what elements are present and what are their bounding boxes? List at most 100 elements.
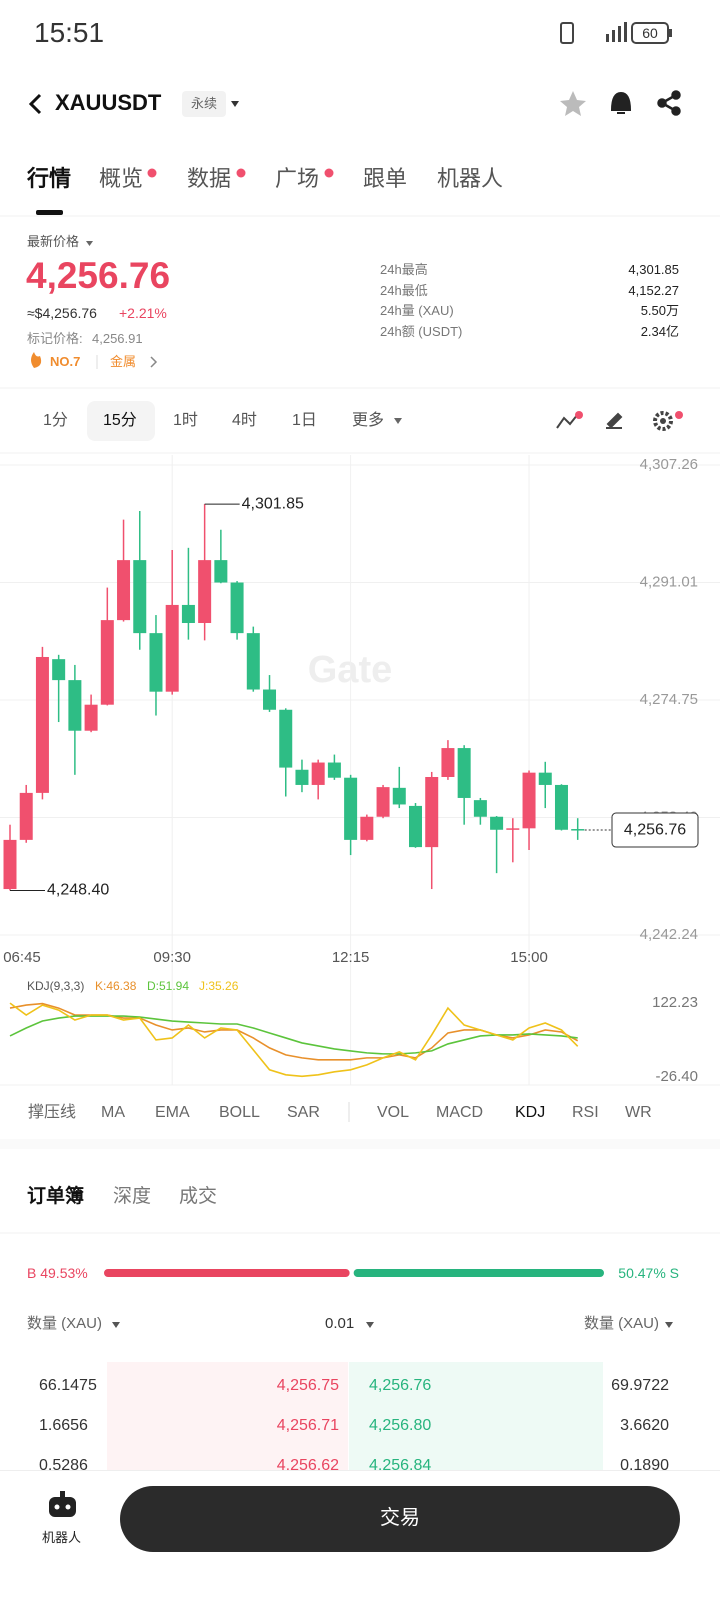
orderbook-tab[interactable]: 订单簿 <box>27 1186 85 1207</box>
indicator-tab[interactable]: BOLL <box>219 1104 260 1121</box>
candle-body <box>19 792 33 840</box>
candle-body <box>214 560 228 583</box>
bid-price: 4,256.75 <box>276 1377 339 1394</box>
alert-button[interactable] <box>610 91 632 114</box>
mark-price: 4,256.91 <box>92 331 143 346</box>
tab[interactable]: 机器人 <box>437 166 504 191</box>
high-label: 4,301.85 <box>242 495 304 512</box>
tab[interactable]: 行情 <box>27 166 72 191</box>
robot-icon[interactable] <box>49 1491 76 1517</box>
y-tick-label: 4,291.01 <box>640 573 698 590</box>
bottom-graphics <box>49 1486 680 1552</box>
robot-label[interactable]: 机器人 <box>42 1530 82 1545</box>
tab-underline <box>36 210 63 215</box>
rank: NO.7 <box>50 354 81 369</box>
candle-body <box>392 787 406 805</box>
interval[interactable]: 15分 <box>103 412 137 429</box>
kdj-line <box>9 1002 579 1078</box>
x-tick-label: 06:45 <box>3 949 41 966</box>
candle-body <box>360 816 374 840</box>
stat-value: 4,152.27 <box>628 282 679 298</box>
candle-body <box>522 772 536 829</box>
last-price: 4,256.76 <box>26 255 171 296</box>
indicator-tab[interactable]: 撑压线 <box>28 1104 77 1121</box>
pair-title[interactable]: XAUUSDT <box>55 90 162 115</box>
indicator-tab[interactable]: EMA <box>155 1104 190 1121</box>
share-button[interactable] <box>657 90 681 116</box>
buy-ratio: B 49.53% <box>27 1265 88 1281</box>
interval[interactable]: 1日 <box>292 412 317 429</box>
candle-body <box>327 762 341 778</box>
indicator-tab[interactable]: VOL <box>377 1104 410 1121</box>
ask-price: 4,256.76 <box>369 1377 432 1394</box>
caret <box>394 418 402 424</box>
chevron[interactable] <box>150 356 158 368</box>
tag-caret[interactable] <box>231 101 239 107</box>
indicator-tab[interactable]: RSI <box>572 1104 599 1121</box>
ask-amount: 69.9722 <box>611 1377 669 1394</box>
column-header: 数量 (XAU) <box>27 1315 103 1332</box>
candle-body <box>409 805 422 848</box>
candle-body <box>263 689 277 710</box>
candle-body <box>230 582 244 634</box>
trade-label[interactable]: 交易 <box>380 1507 420 1529</box>
indicator-tab[interactable]: KDJ <box>515 1104 546 1121</box>
interval[interactable]: 1时 <box>173 412 198 429</box>
precision[interactable]: 0.01 <box>325 1315 355 1332</box>
interval[interactable]: 4时 <box>232 412 257 429</box>
tab[interactable]: 跟单 <box>363 166 408 191</box>
y-tick-label: 122.23 <box>652 994 698 1011</box>
bottom-bar: 机器人 交易 <box>0 1470 720 1600</box>
candle-body <box>538 772 552 785</box>
kdj-line <box>9 1002 579 1061</box>
x-tick-label: 12:15 <box>332 949 370 966</box>
candle-body <box>506 828 520 830</box>
caret <box>86 241 93 246</box>
battery-tip <box>669 29 672 37</box>
stat-value: 5.50万 <box>640 303 679 318</box>
candle-body <box>425 776 439 848</box>
back-button[interactable] <box>28 93 42 115</box>
sector[interactable]: 金属 <box>110 354 137 369</box>
draw-tool[interactable] <box>606 412 623 429</box>
status-time: 15:51 <box>34 17 105 48</box>
tab[interactable]: 概览 <box>99 166 144 191</box>
favorite-button[interactable] <box>560 91 586 116</box>
ask-price: 4,256.84 <box>369 1457 432 1474</box>
stat-label: 24h额 (USDT) <box>380 323 463 339</box>
stat-value: 4,301.85 <box>628 262 679 277</box>
settings-button[interactable] <box>653 411 683 431</box>
x-tick-label: 15:00 <box>510 949 548 966</box>
indicator-tab[interactable]: SAR <box>287 1104 320 1121</box>
indicator-tab[interactable]: MACD <box>436 1104 484 1121</box>
change: +2.21% <box>119 305 167 321</box>
candle-body <box>279 709 293 768</box>
candle-body <box>52 659 66 681</box>
candle-body <box>68 680 82 731</box>
indicator-tab[interactable]: WR <box>625 1104 652 1121</box>
bid-amount: 66.1475 <box>39 1377 97 1394</box>
tab[interactable]: 广场 <box>275 166 320 191</box>
stat-label: 24h最高 <box>380 262 428 277</box>
depth-bg <box>107 1362 603 1482</box>
candle-body <box>246 633 260 690</box>
trade-button[interactable] <box>120 1486 680 1552</box>
orderbook-tab[interactable]: 成交 <box>179 1186 218 1207</box>
interval[interactable]: 更多 <box>352 412 385 429</box>
indicator-tab[interactable]: MA <box>101 1104 125 1121</box>
orderbook-tab[interactable]: 深度 <box>113 1186 152 1207</box>
candle-body <box>554 784 568 830</box>
candle-body <box>473 800 487 817</box>
last-price-box <box>611 812 699 848</box>
watermark: Gate <box>308 649 392 691</box>
candle-body <box>165 604 179 692</box>
y-tick-label: 4,242.24 <box>640 926 698 943</box>
candle-body <box>100 620 114 705</box>
interval[interactable]: 1分 <box>43 412 68 429</box>
indicator-tool[interactable] <box>556 411 583 429</box>
candle-body <box>3 839 17 890</box>
stat-label: 24h最低 <box>380 282 428 298</box>
tab[interactable]: 数据 <box>187 166 232 191</box>
